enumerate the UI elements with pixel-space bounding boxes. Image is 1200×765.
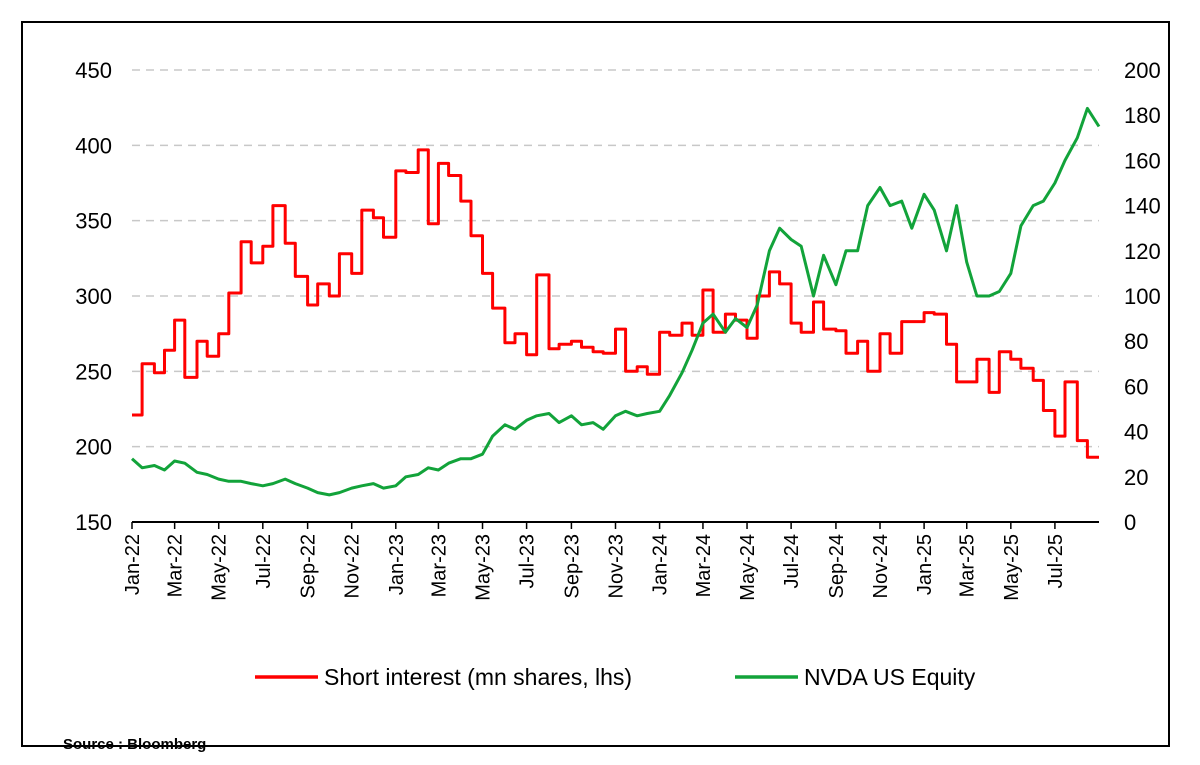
x-tick-label: May-25 [1001,534,1023,601]
right-tick-label: 20 [1124,465,1148,490]
x-tick-label: Jul-23 [517,534,539,588]
x-tick-label: Sep-24 [826,534,848,599]
chart-frame: 150 200 250 300 350 400 450 0 20 40 60 80 100 120 140… [21,21,1170,753]
right-tick-label: 180 [1124,103,1161,128]
x-tick-label: Jul-25 [1045,534,1067,588]
short-interest-line [132,148,1099,459]
series-layer [130,106,1101,497]
left-axis-ticks: 150 200 250 300 350 400 450 [75,58,112,535]
right-tick-label: 80 [1124,329,1148,354]
x-tick-label: Mar-22 [165,534,187,597]
left-tick-label: 150 [75,510,112,535]
x-tick-label: Jan-23 [386,534,408,595]
right-tick-label: 160 [1124,148,1161,173]
left-tick-label: 200 [75,435,112,460]
x-tick-label: Sep-23 [561,534,583,599]
right-tick-label: 200 [1124,58,1161,83]
x-tick-label: May-22 [209,534,231,601]
x-tick-label: Mar-23 [428,534,450,597]
gridlines [132,69,1099,448]
legend: Short interest (mn shares, lhs) NVDA US … [255,664,976,690]
x-tick-label: Sep-22 [298,534,320,599]
legend-nvda-label: NVDA US Equity [804,664,976,690]
x-tick-label: Jul-24 [781,534,803,588]
left-tick-label: 250 [75,359,112,384]
right-tick-label: 100 [1124,284,1161,309]
legend-short-interest-label: Short interest (mn shares, lhs) [324,664,632,690]
right-tick-label: 120 [1124,239,1161,264]
x-tick-label: Nov-24 [870,534,892,598]
right-tick-label: 40 [1124,420,1148,445]
right-axis-ticks: 0 20 40 60 80 100 120 140 160 180 200 [1124,58,1161,535]
x-tick-label: Mar-24 [693,534,715,597]
x-tick-label: Jan-25 [914,534,936,595]
x-tick-label: Jan-22 [122,534,144,595]
x-tick-label: Jan-24 [650,534,672,595]
left-tick-label: 300 [75,284,112,309]
x-tick-label: Nov-23 [606,534,628,598]
x-axis-ticks: Jan-22 Mar-22 May-22 Jul-22 Sep-22 Nov-22 Jan-… [122,522,1067,601]
x-tick-label: May-23 [473,534,495,601]
left-tick-label: 400 [75,133,112,158]
source-note: Source : Bloomberg [63,736,207,753]
x-tick-label: Jul-22 [253,534,275,588]
right-tick-label: 0 [1124,510,1136,535]
x-tick-label: Nov-22 [342,534,364,598]
left-tick-label: 450 [75,58,112,83]
x-tick-label: Mar-25 [957,534,979,597]
right-tick-label: 140 [1124,194,1161,219]
right-tick-label: 60 [1124,374,1148,399]
nvda-price-line [130,106,1101,497]
x-tick-label: May-24 [737,534,759,601]
left-tick-label: 350 [75,209,112,234]
chart: 150 200 250 300 350 400 450 0 20 40 60 80 100 120 140… [75,58,1161,690]
